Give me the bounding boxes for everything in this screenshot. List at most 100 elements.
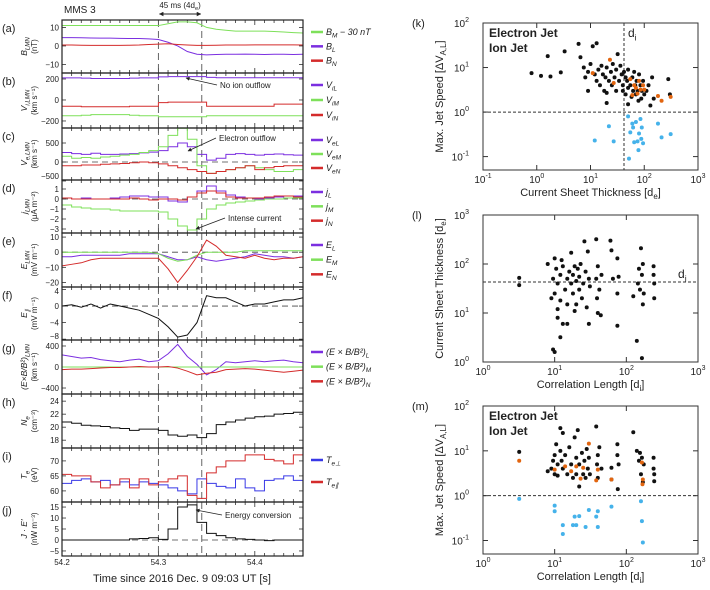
text-main: E	[326, 255, 333, 265]
series-line	[61, 365, 304, 376]
data-point-black	[651, 272, 656, 277]
data-point-lightblue	[586, 507, 591, 512]
y-axis-unit: (km s⁻¹)	[30, 352, 39, 381]
data-point-black	[577, 462, 582, 467]
legend-label: BL	[326, 41, 336, 54]
data-point-black	[562, 49, 567, 54]
legend-label: VeL	[326, 135, 340, 148]
series-line	[61, 239, 304, 284]
scatter-panel-k: (k)10-1 100 101 102 10310-1100101102Current …	[412, 17, 706, 201]
x-tick-label: 10-1	[474, 173, 491, 186]
data-point-black	[616, 462, 621, 467]
data-point-black	[517, 449, 522, 454]
data-point-black	[626, 67, 631, 72]
data-point-black	[604, 100, 609, 105]
data-point-black	[575, 428, 580, 433]
legend-label: VeM	[326, 149, 342, 162]
text-subscript: eM	[332, 155, 342, 162]
legend-label: ViN	[326, 110, 338, 123]
data-point-black	[638, 472, 643, 477]
x-tick-label: 102	[619, 557, 634, 570]
text-main: Max. Jet Speed [ΔV	[434, 55, 446, 153]
panel-h: (h) 18 20 22 24 Ne(cm⁻³)	[2, 393, 304, 449]
x-tick-label: 54.3	[151, 558, 167, 567]
data-point-black	[517, 275, 522, 280]
y-tick-label: 0	[55, 536, 60, 545]
data-point-lightblue	[626, 114, 631, 119]
data-point-black	[578, 55, 583, 60]
y-tick-label: 102	[454, 258, 469, 271]
data-point-black	[548, 74, 553, 79]
legend-label: BM − 30 nT	[326, 27, 372, 40]
text-subscript: LMN	[24, 344, 31, 357]
y-tick-label: 10	[50, 233, 59, 242]
data-point-black	[636, 266, 641, 271]
data-point-black	[552, 453, 557, 458]
data-point-black	[631, 430, 636, 435]
panel-label: (c)	[2, 131, 15, 143]
data-point-lightblue	[570, 523, 575, 528]
data-point-black	[637, 450, 642, 455]
y-tick-label: −2	[50, 215, 60, 224]
text-subscript: iN	[332, 116, 338, 123]
data-point-orange	[639, 460, 644, 465]
y-tick-label: −10	[45, 60, 59, 69]
data-point-orange	[642, 87, 647, 92]
y-axis-unit: (mV m⁻¹)	[30, 297, 39, 330]
tick-base: 10	[619, 559, 631, 570]
x-tick-label: 100	[475, 365, 490, 378]
y-tick-label: 500	[46, 139, 60, 148]
series-line	[62, 197, 303, 231]
legend-label: ViL	[326, 80, 337, 93]
data-point-black	[560, 430, 565, 435]
data-point-black	[567, 269, 572, 274]
data-point-orange	[638, 87, 643, 92]
text-main: V	[326, 95, 333, 105]
data-point-orange	[641, 83, 646, 88]
data-point-black	[551, 276, 556, 281]
series-line	[62, 114, 303, 118]
data-point-lightblue	[641, 141, 646, 146]
data-point-black	[599, 272, 604, 277]
data-point-lightblue	[639, 136, 644, 141]
data-point-black	[618, 63, 623, 68]
text-main: T	[326, 455, 333, 465]
data-point-lightblue	[611, 139, 616, 144]
data-point-black	[623, 75, 628, 80]
text-subscript: e∥	[332, 483, 340, 490]
data-point-black	[631, 294, 636, 299]
text-subscript: A,L	[439, 426, 448, 438]
tick-base: 10	[637, 175, 649, 186]
y-tick-label: 10-1	[452, 535, 469, 548]
data-point-black	[637, 72, 642, 77]
data-point-black	[623, 92, 628, 97]
panel-label: (l)	[412, 210, 422, 222]
tick-exponent: 0	[465, 106, 469, 113]
text-main: B	[19, 50, 29, 56]
data-point-black	[651, 96, 656, 101]
text-subscript: ∥	[24, 308, 31, 312]
data-point-lightblue	[633, 119, 638, 124]
text-subscript: M	[332, 260, 338, 267]
y-axis-label: Vi,LMN	[19, 89, 31, 111]
text-main: 45 ms (4d	[159, 1, 195, 10]
data-point-black	[565, 276, 570, 281]
y-tick-label: −4	[50, 319, 60, 328]
y-tick-label: 101	[454, 445, 469, 458]
legend-label: BN	[326, 56, 337, 69]
text-subscript: L	[332, 47, 336, 54]
y-tick-label: 102	[454, 400, 469, 413]
plot-frame	[482, 22, 699, 171]
data-point-black	[582, 458, 587, 463]
tick-base: 10	[547, 559, 559, 570]
y-tick-label: 0	[55, 363, 60, 372]
text-main: E	[326, 269, 333, 279]
text-suffix: ]	[434, 40, 446, 43]
text-subscript: LMN	[24, 37, 31, 50]
data-point-black	[577, 484, 582, 489]
data-point-black	[574, 278, 579, 283]
text-main: Correlation Length [d	[537, 379, 640, 391]
data-point-orange	[563, 464, 568, 469]
data-point-black	[569, 250, 574, 255]
